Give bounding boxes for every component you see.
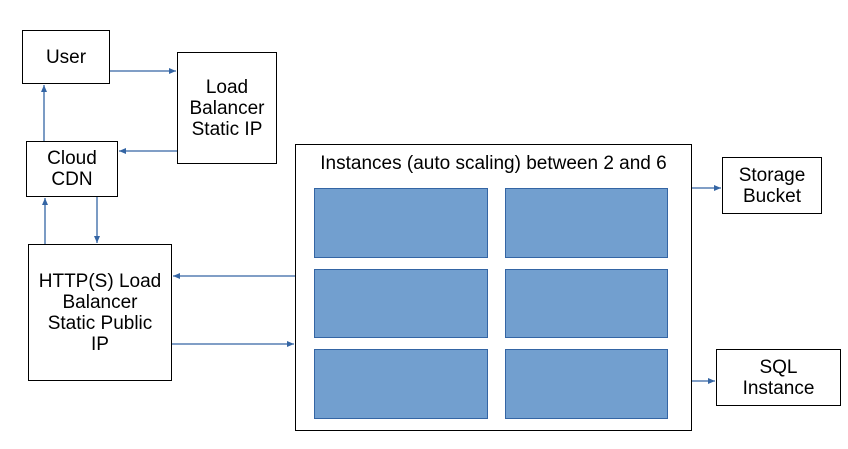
instance-2 xyxy=(505,188,668,258)
storage-bucket-node: Storage Bucket xyxy=(722,157,822,214)
cloud-cdn-node: Cloud CDN xyxy=(26,141,118,197)
user-node: User xyxy=(22,30,110,84)
instance-3 xyxy=(314,269,488,338)
instance-6 xyxy=(505,349,668,419)
instance-group-title: Instances (auto scaling) between 2 and 6 xyxy=(296,153,691,175)
instance-group: Instances (auto scaling) between 2 and 6 xyxy=(295,144,692,431)
https-load-balancer-node: HTTP(S) Load Balancer Static Public IP xyxy=(28,244,172,381)
instance-5 xyxy=(314,349,488,419)
instance-4 xyxy=(505,269,668,338)
instance-1 xyxy=(314,188,488,258)
load-balancer-static-ip-node: Load Balancer Static IP xyxy=(177,52,277,164)
sql-instance-node: SQL Instance xyxy=(716,349,841,406)
